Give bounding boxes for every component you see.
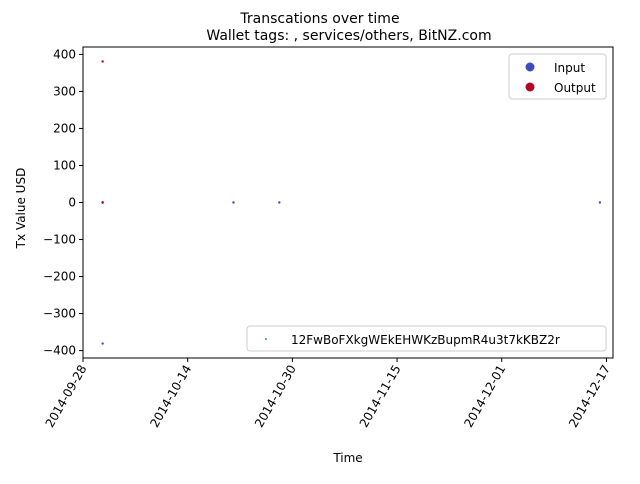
x-axis-label: Time [332,451,362,465]
y-tick-label: 300 [53,84,76,98]
x-axis-ticks: 2014-09-28 2014-10-14 2014-10-30 2014-11-15… [43,358,613,430]
y-tick-label: −300 [43,307,76,321]
legend-address-marker [265,338,267,340]
data-point-input [598,201,602,204]
legend-output-label: Output [554,81,596,95]
data-point-output [101,60,104,63]
x-tick-label: 2014-12-01 [461,363,508,430]
legend-address-label: 12FwBoFXkgWEkEHWKzBupmR4u3t7kKBZ2r [291,333,560,347]
y-tick-label: 100 [53,158,76,172]
legend-series: Input Output [508,53,607,100]
legend-input-label: Input [554,61,585,75]
plot-area: 400 300 200 100 0 −100 −200 −300 −400 2014-09-28… [43,46,614,430]
legend-output-marker [525,82,535,92]
chart-title: Wallet tags: , services/others, BitNZ.co… [206,28,491,44]
y-axis-ticks: 400 300 200 100 0 −100 −200 −300 −400 [43,47,83,358]
x-tick-label: 2014-10-14 [147,363,194,430]
data-point-output [101,201,104,204]
y-tick-label: −100 [43,233,76,247]
y-tick-label: 400 [53,47,76,61]
legend-address: 12FwBoFXkgWEkEHWKzBupmR4u3t7kKBZ2r [246,325,607,352]
x-tick-label: 2014-10-30 [252,363,299,430]
y-tick-label: −400 [43,344,76,358]
data-point-input [101,342,104,345]
data-point-input [232,201,235,204]
chart-suptitle: Transcations over time [239,11,399,27]
y-tick-label: −200 [43,270,76,284]
x-tick-label: 2014-09-28 [43,363,90,430]
data-points [101,60,602,345]
x-tick-label: 2014-12-17 [566,363,613,430]
x-tick-label: 2014-11-15 [357,363,404,430]
y-tick-label: 0 [68,196,76,210]
y-tick-label: 200 [53,121,76,135]
data-point-input [278,201,281,204]
legend-input-marker [525,62,535,72]
legend-address-frame [246,325,607,352]
y-axis-label: Tx Value USD [14,168,28,250]
